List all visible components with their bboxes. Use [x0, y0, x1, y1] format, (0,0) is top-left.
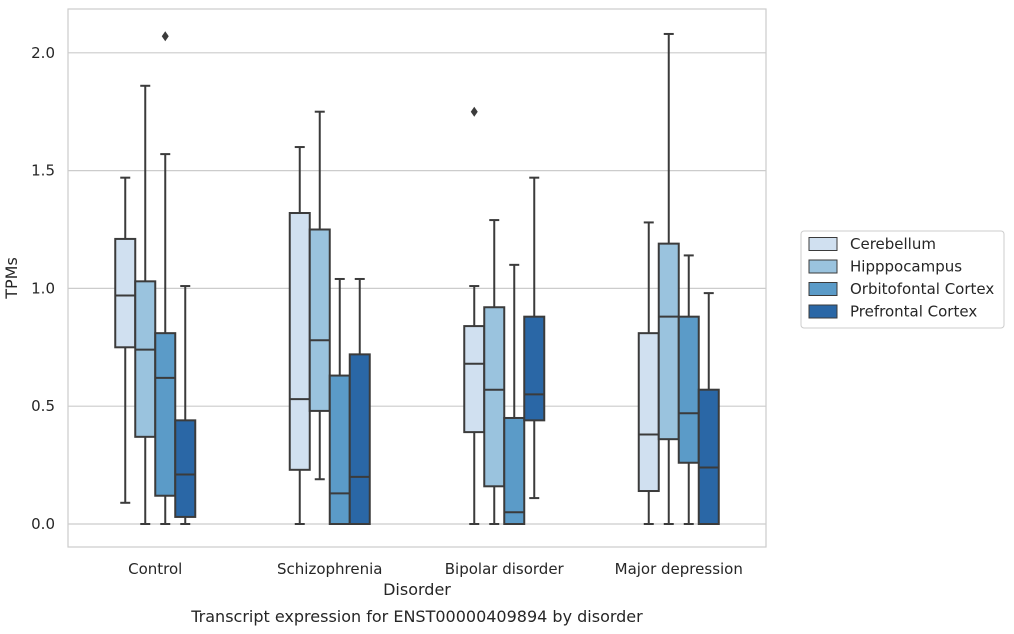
- box-cerebellum: [463, 106, 486, 525]
- plot-area-frame: [67, 8, 767, 548]
- legend: Cerebellum Hipppocampus Orbitofontal Corte…: [800, 230, 1005, 329]
- x-tick-label: Bipolar disorder: [445, 560, 565, 578]
- boxes: [114, 31, 720, 526]
- box-body: [657, 242, 680, 441]
- box-body: [637, 332, 660, 493]
- y-axis-title: TPMs: [2, 257, 21, 300]
- box-hipppocampus: [308, 110, 331, 481]
- x-tick-label: Control: [128, 560, 182, 578]
- legend-label: Cerebellum: [850, 235, 936, 253]
- box-body: [677, 315, 700, 464]
- box-body: [523, 315, 546, 422]
- legend-label: Hipppocampus: [850, 258, 962, 276]
- legend-frame: [800, 230, 1005, 329]
- x-tick-label: Schizophrenia: [277, 560, 382, 578]
- box-hipppocampus: [483, 219, 506, 525]
- box-body: [308, 228, 331, 412]
- box-body: [288, 212, 311, 471]
- box-body: [328, 374, 351, 525]
- x-axis-title: Disorder: [383, 580, 451, 599]
- box-prefrontal-cortex: [697, 292, 720, 526]
- box-body: [463, 325, 486, 434]
- box-hipppocampus: [657, 32, 680, 525]
- box-prefrontal-cortex: [348, 277, 371, 526]
- box-orbitofontal-cortex: [677, 254, 700, 525]
- box-body: [503, 416, 526, 526]
- y-tick-label: 2.0: [31, 44, 55, 62]
- legend-swatch: [808, 259, 838, 274]
- box-hipppocampus: [134, 84, 157, 525]
- legend-swatch: [808, 282, 838, 296]
- x-tick-label: Major depression: [615, 560, 743, 578]
- legend-label: Prefrontal Cortex: [850, 303, 977, 321]
- box-orbitofontal-cortex: [154, 31, 177, 525]
- box-body: [154, 332, 177, 497]
- box-body: [483, 306, 506, 488]
- box-orbitofontal-cortex: [503, 263, 526, 526]
- legend-label: Orbitofontal Cortex: [850, 280, 994, 298]
- box-cerebellum: [637, 221, 660, 525]
- outlier-point: [470, 106, 478, 117]
- y-tick-label: 0.5: [31, 397, 55, 415]
- box-prefrontal-cortex: [174, 285, 197, 525]
- y-tick-labels: 0.0 0.5 1.0 1.5 2.0: [31, 44, 55, 533]
- legend-swatch: [808, 237, 838, 251]
- box-prefrontal-cortex: [523, 176, 546, 500]
- y-tick-label: 1.5: [31, 162, 55, 180]
- box-orbitofontal-cortex: [328, 277, 351, 525]
- outlier-point: [161, 31, 169, 42]
- box-body: [348, 353, 371, 526]
- box-body: [114, 237, 137, 349]
- box-body: [174, 419, 197, 518]
- box-cerebellum: [114, 176, 137, 504]
- legend-swatch: [808, 304, 838, 319]
- chart-caption: Transcript expression for ENST0000040989…: [190, 607, 643, 626]
- y-tick-label: 0.0: [31, 515, 55, 533]
- y-tick-label: 1.0: [31, 279, 55, 297]
- box-cerebellum: [288, 146, 311, 525]
- box-body: [134, 280, 157, 438]
- x-tick-labels: Control Schizophrenia Bipolar disorder Majo…: [128, 560, 743, 578]
- box-body: [697, 388, 720, 526]
